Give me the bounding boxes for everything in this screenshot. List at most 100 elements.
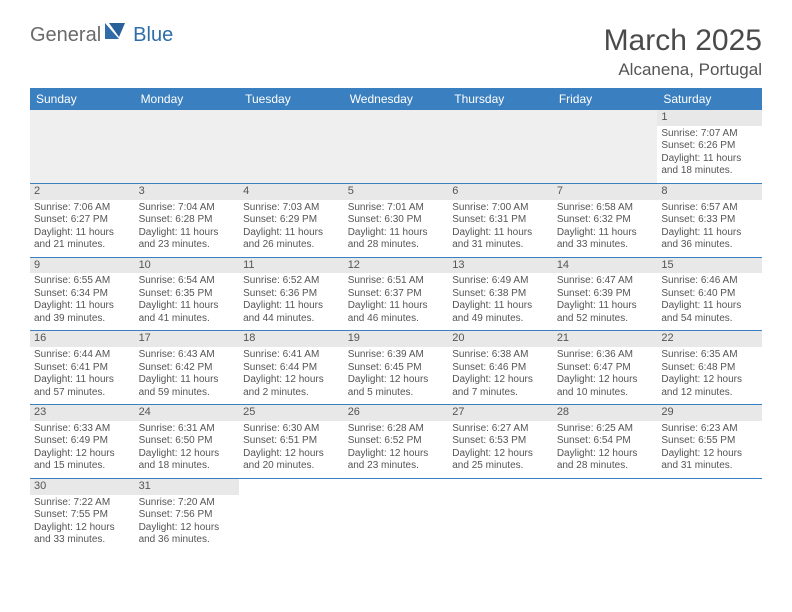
calendar-cell: 22Sunrise: 6:35 AMSunset: 6:48 PMDayligh… [657, 331, 762, 405]
daylight-text: Daylight: 12 hours and 10 minutes. [557, 374, 654, 399]
calendar-cell [657, 478, 762, 551]
logo: General Blue [30, 24, 173, 47]
weekday-header: Tuesday [239, 88, 344, 110]
day-number: 26 [344, 405, 449, 421]
calendar-cell [135, 110, 240, 183]
month-title: March 2025 [604, 24, 762, 58]
sunrise-text: Sunrise: 6:52 AM [243, 275, 340, 288]
daylight-text: Daylight: 12 hours and 18 minutes. [139, 448, 236, 473]
calendar-cell: 23Sunrise: 6:33 AMSunset: 6:49 PMDayligh… [30, 405, 135, 479]
weekday-header: Friday [553, 88, 658, 110]
calendar-cell: 3 Sunrise: 7:04 AMSunset: 6:28 PMDaylight… [135, 183, 240, 257]
title-block: March 2025 Alcanena, Portugal [604, 24, 762, 80]
sunrise-text: Sunrise: 6:39 AM [348, 349, 445, 362]
sunrise-text: Sunrise: 7:22 AM [34, 497, 131, 510]
daylight-text: Daylight: 12 hours and 31 minutes. [661, 448, 758, 473]
day-number: 9 [30, 258, 135, 274]
sunset-text: Sunset: 6:37 PM [348, 288, 445, 301]
sunset-text: Sunset: 6:27 PM [34, 214, 131, 227]
sunrise-text: Sunrise: 6:30 AM [243, 423, 340, 436]
calendar-cell [30, 110, 135, 183]
day-number: 8 [657, 184, 762, 200]
sunset-text: Sunset: 6:51 PM [243, 435, 340, 448]
day-number: 1 [657, 110, 762, 126]
sunrise-text: Sunrise: 6:38 AM [452, 349, 549, 362]
calendar-cell: 24Sunrise: 6:31 AMSunset: 6:50 PMDayligh… [135, 405, 240, 479]
calendar-body: 1Sunrise: 7:07 AMSunset: 6:26 PMDaylight… [30, 110, 762, 552]
sunrise-text: Sunrise: 6:47 AM [557, 275, 654, 288]
sunrise-text: Sunrise: 6:36 AM [557, 349, 654, 362]
sunset-text: Sunset: 6:55 PM [661, 435, 758, 448]
daylight-text: Daylight: 12 hours and 12 minutes. [661, 374, 758, 399]
daylight-text: Daylight: 11 hours and 39 minutes. [34, 300, 131, 325]
sunset-text: Sunset: 6:33 PM [661, 214, 758, 227]
day-number: 15 [657, 258, 762, 274]
weekday-header: Saturday [657, 88, 762, 110]
calendar-cell: 14Sunrise: 6:47 AMSunset: 6:39 PMDayligh… [553, 257, 658, 331]
day-number: 30 [30, 479, 135, 495]
daylight-text: Daylight: 11 hours and 23 minutes. [139, 227, 236, 252]
day-number: 3 [135, 184, 240, 200]
daylight-text: Daylight: 11 hours and 21 minutes. [34, 227, 131, 252]
calendar-cell: 6Sunrise: 7:00 AMSunset: 6:31 PMDaylight… [448, 183, 553, 257]
logo-text-general: General [30, 24, 101, 47]
sunrise-text: Sunrise: 7:04 AM [139, 202, 236, 215]
calendar-cell [344, 110, 449, 183]
sunset-text: Sunset: 6:38 PM [452, 288, 549, 301]
calendar-cell: 25Sunrise: 6:30 AMSunset: 6:51 PMDayligh… [239, 405, 344, 479]
daylight-text: Daylight: 11 hours and 59 minutes. [139, 374, 236, 399]
day-number: 17 [135, 331, 240, 347]
sunset-text: Sunset: 6:42 PM [139, 362, 236, 375]
calendar-cell [344, 478, 449, 551]
sunrise-text: Sunrise: 6:27 AM [452, 423, 549, 436]
sunrise-text: Sunrise: 6:25 AM [557, 423, 654, 436]
sunset-text: Sunset: 6:29 PM [243, 214, 340, 227]
day-number: 19 [344, 331, 449, 347]
daylight-text: Daylight: 12 hours and 23 minutes. [348, 448, 445, 473]
calendar-cell: 21Sunrise: 6:36 AMSunset: 6:47 PMDayligh… [553, 331, 658, 405]
daylight-text: Daylight: 11 hours and 49 minutes. [452, 300, 549, 325]
sunrise-text: Sunrise: 6:55 AM [34, 275, 131, 288]
calendar-cell: 29Sunrise: 6:23 AMSunset: 6:55 PMDayligh… [657, 405, 762, 479]
calendar-cell: 13Sunrise: 6:49 AMSunset: 6:38 PMDayligh… [448, 257, 553, 331]
sunrise-text: Sunrise: 6:58 AM [557, 202, 654, 215]
weekday-header: Thursday [448, 88, 553, 110]
sunset-text: Sunset: 6:28 PM [139, 214, 236, 227]
daylight-text: Daylight: 11 hours and 26 minutes. [243, 227, 340, 252]
sunset-text: Sunset: 6:31 PM [452, 214, 549, 227]
sunset-text: Sunset: 6:48 PM [661, 362, 758, 375]
sunset-text: Sunset: 6:40 PM [661, 288, 758, 301]
day-number: 10 [135, 258, 240, 274]
sunset-text: Sunset: 7:56 PM [139, 509, 236, 522]
sunset-text: Sunset: 6:49 PM [34, 435, 131, 448]
sunset-text: Sunset: 6:41 PM [34, 362, 131, 375]
daylight-text: Daylight: 12 hours and 7 minutes. [452, 374, 549, 399]
calendar-cell: 12Sunrise: 6:51 AMSunset: 6:37 PMDayligh… [344, 257, 449, 331]
sunrise-text: Sunrise: 6:57 AM [661, 202, 758, 215]
daylight-text: Daylight: 11 hours and 57 minutes. [34, 374, 131, 399]
calendar-cell: 15Sunrise: 6:46 AMSunset: 6:40 PMDayligh… [657, 257, 762, 331]
sunrise-text: Sunrise: 6:35 AM [661, 349, 758, 362]
sunrise-text: Sunrise: 6:54 AM [139, 275, 236, 288]
sunset-text: Sunset: 6:32 PM [557, 214, 654, 227]
sunrise-text: Sunrise: 7:20 AM [139, 497, 236, 510]
sunrise-text: Sunrise: 7:00 AM [452, 202, 549, 215]
sunrise-text: Sunrise: 6:33 AM [34, 423, 131, 436]
day-number: 2 [30, 184, 135, 200]
calendar-cell: 19Sunrise: 6:39 AMSunset: 6:45 PMDayligh… [344, 331, 449, 405]
sunset-text: Sunset: 6:36 PM [243, 288, 340, 301]
day-number: 5 [344, 184, 449, 200]
day-number: 24 [135, 405, 240, 421]
day-number: 12 [344, 258, 449, 274]
sunrise-text: Sunrise: 6:44 AM [34, 349, 131, 362]
sunrise-text: Sunrise: 7:07 AM [661, 128, 758, 141]
sunset-text: Sunset: 6:39 PM [557, 288, 654, 301]
sunrise-text: Sunrise: 6:49 AM [452, 275, 549, 288]
calendar-header-row: SundayMondayTuesdayWednesdayThursdayFrid… [30, 88, 762, 110]
sunrise-text: Sunrise: 6:51 AM [348, 275, 445, 288]
calendar-cell: 4Sunrise: 7:03 AMSunset: 6:29 PMDaylight… [239, 183, 344, 257]
daylight-text: Daylight: 12 hours and 20 minutes. [243, 448, 340, 473]
sunrise-text: Sunrise: 6:41 AM [243, 349, 340, 362]
sunrise-text: Sunrise: 6:43 AM [139, 349, 236, 362]
sunset-text: Sunset: 6:47 PM [557, 362, 654, 375]
